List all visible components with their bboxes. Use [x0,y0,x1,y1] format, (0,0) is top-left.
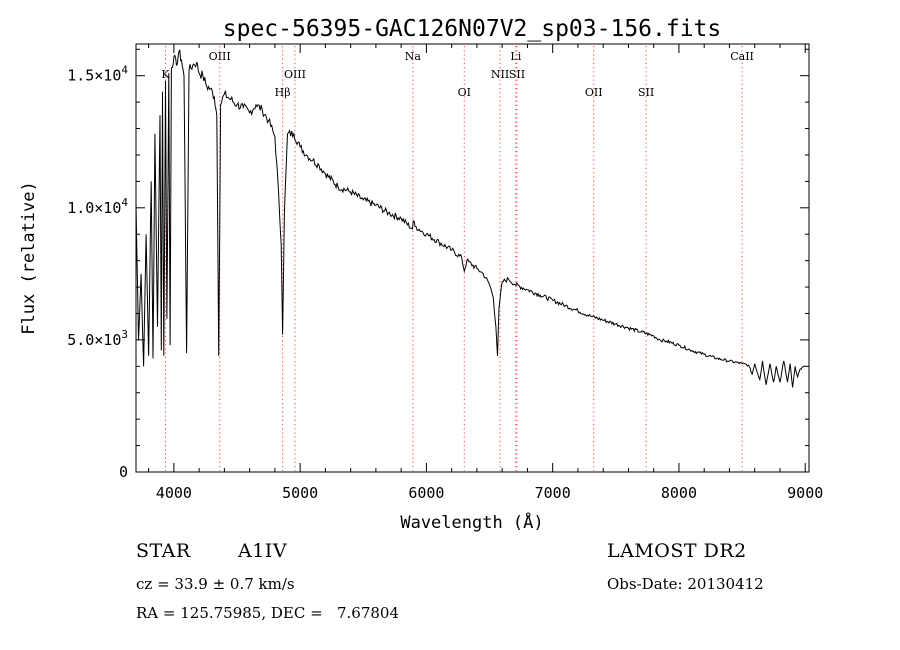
y-tick-label: 0 [119,463,128,481]
chart-title: spec-56395-GAC126N07V2_sp03-156.fits [223,16,722,42]
axis-ticks: 4000 5000 6000 7000 8000 9000 0 5.0×103 1.0×104 1… [67,44,823,502]
x-tick-label: 5000 [282,484,318,502]
y-tick-label: 5.0×103 [67,328,128,349]
marker-label: K [161,68,170,81]
x-tick-label: 8000 [661,484,697,502]
x-tick-label: 6000 [408,484,444,502]
survey-name: LAMOST DR2 [607,540,747,562]
y-tick-label: 1.5×104 [67,64,128,85]
observation-date: Obs-Date: 20130412 [607,575,764,593]
marker-label: CaII [730,50,754,63]
marker-label: SII [638,86,654,99]
x-tick-label: 7000 [535,484,571,502]
marker-label: OIII [209,50,231,63]
object-class: STAR [136,540,191,562]
marker-label: Hβ [275,86,291,99]
x-tick-label: 4000 [156,484,192,502]
marker-label: OI [458,86,471,99]
x-tick-label: 9000 [787,484,823,502]
plot-frame [135,43,810,473]
x-axis-label: Wavelength (Å) [400,511,543,533]
marker-label: Na [405,50,422,63]
marker-label: OIII [284,68,306,81]
y-tick-label: 1.0×104 [67,196,128,217]
y-axis-label: Flux (relative) [19,181,39,335]
redshift-velocity: cz = 33.9 ± 0.7 km/s [136,575,295,593]
marker-label: OII [585,86,603,99]
coordinates: RA = 125.75985, DEC = 7.67804 [136,604,400,622]
marker-label: Li [510,50,521,63]
marker-label: NII [491,68,509,81]
spectrum-line [135,49,806,388]
marker-label: SII [509,68,525,81]
subclass: A1IV [238,540,288,562]
